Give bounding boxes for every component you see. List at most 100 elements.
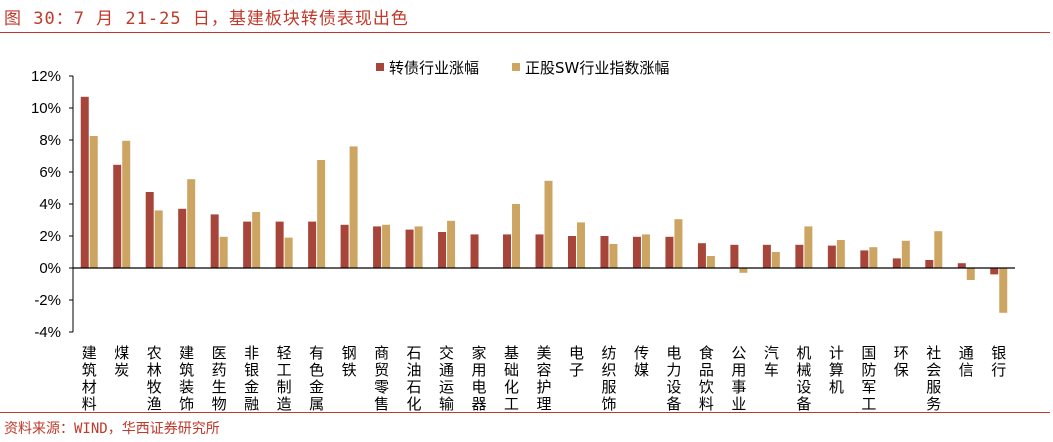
- category-label: 纺织服饰: [601, 344, 616, 413]
- bar-convertible-18: [665, 236, 674, 268]
- y-tick-label: 10%: [31, 100, 61, 117]
- y-tick-label: 4%: [39, 196, 61, 213]
- bar-convertible-7: [308, 221, 317, 268]
- bar-convertible-11: [438, 232, 447, 268]
- y-tick-label: -2%: [34, 292, 61, 309]
- title-rule: [0, 32, 1050, 33]
- bar-stock-28: [999, 268, 1008, 313]
- category-label: 环保: [894, 344, 909, 379]
- category-label: 美容护理: [536, 344, 551, 413]
- bar-convertible-14: [535, 234, 544, 268]
- category-label: 公用事业: [731, 344, 746, 413]
- bar-convertible-21: [762, 244, 771, 268]
- y-tick-label: 8%: [39, 132, 61, 149]
- category-label: 基础化工: [504, 344, 519, 413]
- bar-convertible-17: [632, 236, 641, 268]
- bar-convertible-13: [503, 234, 512, 268]
- y-tick-label: -4%: [34, 324, 61, 341]
- bar-convertible-4: [210, 214, 219, 268]
- figure-title: 图 30：7 月 21-25 日，基建板块转债表现出色: [4, 9, 409, 29]
- bar-stock-13: [512, 204, 521, 268]
- category-label: 计算机: [829, 344, 844, 396]
- category-label: 银行: [991, 344, 1006, 379]
- bar-convertible-15: [567, 236, 576, 268]
- bar-stock-20: [739, 268, 748, 273]
- bar-convertible-8: [340, 224, 349, 268]
- bar-convertible-10: [405, 229, 414, 268]
- y-tick-label: 2%: [39, 228, 61, 245]
- category-label: 通信: [959, 344, 974, 379]
- category-label: 家用电器: [472, 344, 487, 413]
- category-label: 石油石化: [407, 344, 422, 413]
- bar-stock-17: [641, 234, 650, 268]
- category-label: 国防军工: [861, 344, 876, 413]
- category-label: 电力设备: [666, 344, 681, 413]
- bar-convertible-12: [470, 234, 479, 268]
- bar-stock-8: [349, 146, 358, 268]
- bar-stock-14: [544, 180, 553, 268]
- bar-convertible-0: [80, 96, 89, 268]
- bar-stock-26: [934, 231, 943, 268]
- bar-stock-3: [187, 179, 196, 268]
- category-label: 轻工制造: [277, 344, 292, 413]
- bar-stock-27: [966, 268, 975, 280]
- bar-stock-11: [447, 220, 456, 268]
- category-label: 汽车: [764, 344, 779, 379]
- bar-convertible-24: [860, 250, 869, 268]
- category-label: 社会服务: [926, 344, 941, 413]
- category-label: 钢铁: [342, 344, 357, 379]
- bar-stock-7: [317, 160, 326, 268]
- category-label: 建筑材料: [82, 344, 97, 413]
- bar-stock-18: [674, 219, 683, 268]
- bar-convertible-6: [275, 221, 284, 268]
- category-label: 电子: [569, 344, 584, 379]
- bar-convertible-1: [113, 164, 122, 268]
- bar-convertible-25: [892, 258, 901, 268]
- bar-stock-6: [284, 237, 293, 268]
- legend-swatch: [376, 63, 384, 71]
- bar-stock-23: [836, 240, 845, 268]
- bar-stock-16: [609, 244, 618, 268]
- bar-stock-15: [576, 222, 585, 268]
- bar-stock-25: [901, 240, 910, 268]
- bar-convertible-20: [730, 244, 739, 268]
- bar-stock-1: [122, 140, 131, 268]
- bar-stock-0: [89, 136, 98, 268]
- category-label: 有色金属: [309, 344, 324, 413]
- bar-convertible-26: [925, 260, 934, 268]
- bar-convertible-22: [795, 244, 804, 268]
- category-label: 医药生物: [212, 344, 227, 413]
- legend-label: 正股SW行业指数涨幅: [525, 59, 669, 77]
- bar-convertible-16: [600, 236, 609, 268]
- category-label: 煤炭: [114, 344, 129, 379]
- bar-stock-21: [771, 252, 780, 268]
- bar-convertible-5: [243, 221, 252, 268]
- legend-label: 转债行业涨幅: [389, 59, 479, 77]
- bar-convertible-19: [697, 243, 706, 268]
- bar-stock-5: [252, 212, 261, 268]
- bar-stock-19: [706, 256, 715, 268]
- source-rule: [0, 412, 1050, 413]
- bar-convertible-2: [145, 192, 154, 268]
- category-label: 机械设备: [796, 344, 811, 413]
- category-label: 非银金融: [244, 344, 259, 413]
- bar-stock-2: [154, 210, 163, 268]
- bar-stock-10: [414, 226, 423, 268]
- category-label: 商贸零售: [374, 344, 389, 413]
- category-label: 传媒: [634, 344, 649, 379]
- y-tick-label: 12%: [31, 68, 61, 85]
- bar-convertible-27: [957, 263, 966, 268]
- bar-stock-24: [869, 247, 878, 268]
- category-label: 食品饮料: [699, 344, 714, 413]
- category-label: 交通运输: [439, 344, 454, 413]
- y-tick-label: 0%: [39, 260, 61, 277]
- bar-convertible-28: [990, 268, 999, 275]
- bar-stock-22: [804, 226, 813, 268]
- y-tick-label: 6%: [39, 164, 61, 181]
- bar-convertible-23: [827, 245, 836, 268]
- bar-stock-9: [382, 224, 391, 268]
- bar-convertible-3: [178, 208, 187, 268]
- bar-stock-4: [219, 236, 228, 268]
- category-label: 农林牧渔: [147, 344, 162, 413]
